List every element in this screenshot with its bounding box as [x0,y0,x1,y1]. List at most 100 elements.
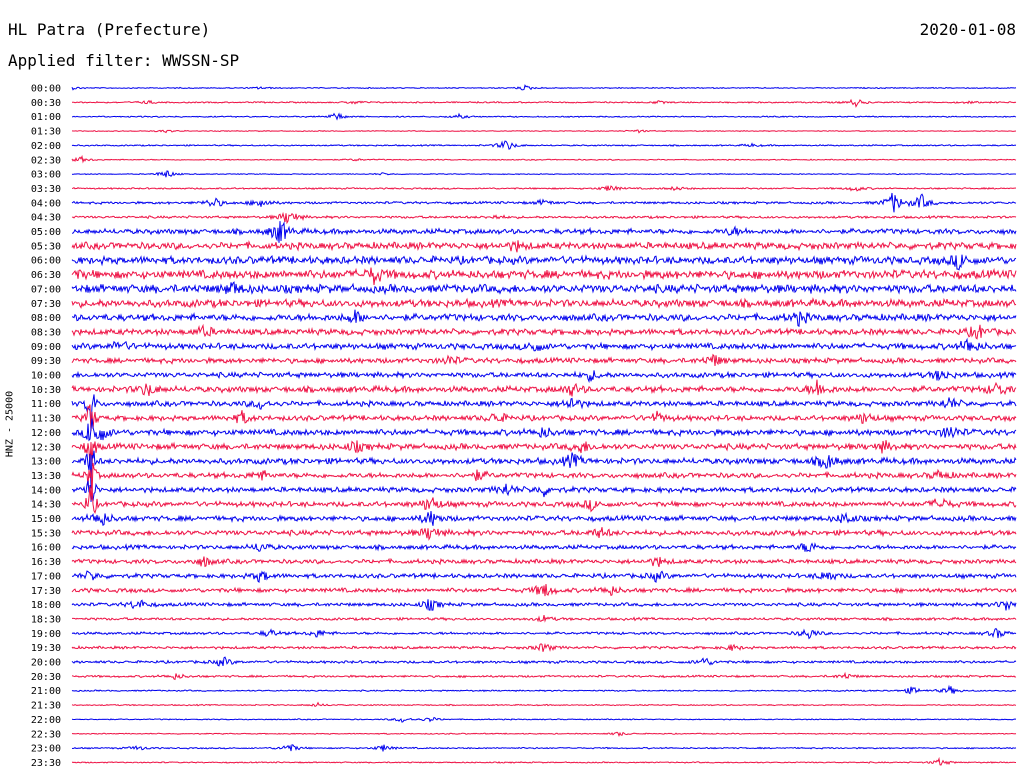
trace-1600 [71,542,1017,553]
time-label: 04:30 [31,213,61,224]
trace-2100 [71,684,1017,695]
time-label: 14:30 [31,500,61,511]
time-label: 04:00 [31,198,61,209]
trace-0930 [71,353,1017,367]
time-label: 08:30 [31,327,61,338]
trace-0100 [71,112,1017,121]
trace-1030 [71,379,1017,397]
time-label: 06:30 [31,270,61,281]
time-label: 11:00 [31,399,61,410]
trace-1900 [71,627,1017,640]
time-label: 15:30 [31,528,61,539]
trace-2330 [71,756,1016,766]
trace-0900 [71,337,1017,352]
trace-1930 [71,643,1017,652]
trace-0430 [71,211,1017,225]
time-label: 13:00 [31,457,61,468]
trace-0630 [71,267,1017,285]
time-label: 10:00 [31,371,61,382]
trace-1730 [71,583,1017,597]
trace-2200 [71,716,1017,723]
trace-2000 [71,656,1017,667]
trace-1800 [71,599,1017,611]
time-label: 10:30 [31,385,61,396]
time-label: 01:00 [31,112,61,123]
trace-2030 [71,671,1017,681]
trace-1530 [71,527,1017,541]
time-axis-labels: 00:00 00:30 01:00 01:30 02:00 02:30 03:00 03:30… [31,84,61,769]
time-label: 23:00 [31,744,61,755]
time-label: 06:00 [31,256,61,267]
trace-0530 [71,240,1017,253]
time-label: 18:00 [31,600,61,611]
trace-1830 [72,615,1017,623]
time-label: 09:00 [31,342,61,353]
time-label: 22:30 [31,729,61,740]
trace-0200 [71,140,1017,150]
time-label: 13:30 [31,471,61,482]
trace-1500 [71,510,1017,526]
time-label: 11:30 [31,414,61,425]
trace-1430 [71,485,1017,515]
trace-0830 [71,323,1017,340]
trace-1300 [71,450,1017,489]
time-label: 17:30 [31,586,61,597]
station-title: HL Patra (Prefecture) [8,20,211,39]
trace-1230 [71,440,1017,467]
trace-1400 [71,480,1017,502]
time-label: 03:00 [31,170,61,181]
trace-1330 [71,462,1017,496]
trace-0500 [71,221,1017,243]
time-label: 19:30 [31,643,61,654]
time-label: 14:00 [31,485,61,496]
trace-0330 [71,185,1017,192]
trace-1200 [71,418,1017,442]
date-label: 2020-01-08 [919,20,1016,39]
time-label: 23:30 [31,758,61,769]
time-label: 21:30 [31,701,61,712]
trace-2300 [71,744,1017,752]
time-label: 15:00 [31,514,61,525]
time-label: 16:00 [31,543,61,554]
trace-2230 [71,731,1017,737]
time-label: 00:00 [31,84,61,95]
trace-0600 [71,254,1017,271]
trace-0000 [71,84,1017,91]
time-label: 21:00 [31,686,61,697]
time-label: 07:30 [31,299,61,310]
time-label: 17:00 [31,571,61,582]
time-label: 20:00 [31,658,61,669]
trace-0730 [71,297,1017,309]
trace-1100 [71,394,1017,430]
time-label: 02:30 [31,155,61,166]
filter-label: Applied filter: WWSSN-SP [8,51,240,70]
trace-0700 [71,281,1017,296]
trace-0800 [71,309,1017,327]
time-label: 12:00 [31,428,61,439]
trace-1130 [71,404,1017,432]
trace-0300 [71,170,1017,178]
time-label: 03:30 [31,184,61,195]
time-label: 05:00 [31,227,61,238]
time-label: 12:30 [31,442,61,453]
trace-1000 [71,370,1017,384]
trace-1700 [71,570,1017,583]
trace-0030 [72,98,1017,108]
trace-group [71,84,1017,766]
time-label: 08:00 [31,313,61,324]
time-label: 22:00 [31,715,61,726]
time-label: 07:00 [31,284,61,295]
trace-2130 [71,701,1017,708]
trace-0130 [71,129,1017,134]
trace-0400 [71,192,1017,213]
time-label: 18:30 [31,614,61,625]
time-label: 01:30 [31,127,61,138]
trace-1630 [71,556,1017,568]
time-label: 16:30 [31,557,61,568]
time-label: 00:30 [31,98,61,109]
time-label: 20:30 [31,672,61,683]
trace-0230 [71,154,1017,164]
time-label: 05:30 [31,241,61,252]
time-label: 09:30 [31,356,61,367]
